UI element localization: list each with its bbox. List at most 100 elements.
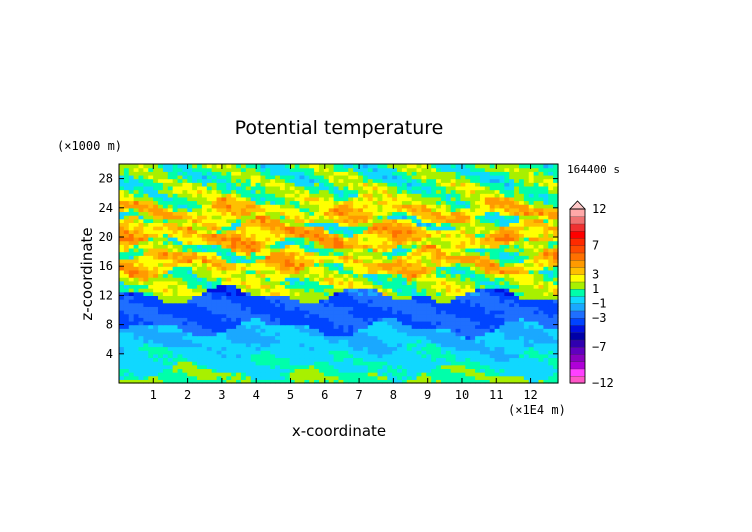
heatmap-cell [343, 357, 349, 362]
heatmap-cell [416, 291, 423, 296]
heatmap-cell [294, 237, 301, 242]
heatmap-cell [309, 200, 315, 205]
heatmap-cell [226, 218, 232, 223]
heatmap-cell [260, 185, 266, 191]
heatmap-cell [548, 226, 554, 231]
heatmap-cell [216, 346, 223, 351]
heatmap-cell [479, 229, 486, 234]
heatmap-cell [284, 361, 291, 366]
heatmap-cell [421, 251, 427, 256]
heatmap-cell [338, 237, 344, 242]
heatmap-cell [538, 364, 544, 369]
heatmap-cell [133, 306, 140, 311]
heatmap-cell [470, 295, 476, 300]
heatmap-cell [489, 375, 496, 380]
heatmap-cell [528, 207, 535, 213]
heatmap-cell [197, 255, 203, 260]
heatmap-cell [523, 211, 530, 216]
heatmap-cell [211, 226, 218, 231]
heatmap-cell [279, 364, 286, 369]
heatmap-cell [314, 255, 320, 260]
heatmap-cell [318, 211, 325, 216]
heatmap-cell [358, 313, 364, 318]
heatmap-cell [460, 229, 466, 234]
heatmap-cell [353, 320, 359, 326]
heatmap-cell [436, 262, 442, 267]
heatmap-cell [406, 247, 413, 253]
heatmap-cell [162, 211, 169, 216]
heatmap-cell [177, 320, 184, 326]
heatmap-cell [358, 291, 364, 296]
heatmap-cell [372, 320, 379, 326]
heatmap-cell [133, 372, 140, 377]
heatmap-cell [314, 182, 320, 187]
heatmap-cell [416, 229, 423, 234]
heatmap-cell [431, 226, 437, 231]
heatmap-cell [553, 288, 559, 293]
heatmap-cell [314, 185, 320, 191]
heatmap-cell [338, 364, 344, 369]
heatmap-cell [148, 262, 154, 267]
heatmap-cell [426, 350, 432, 355]
heatmap-cell [367, 335, 374, 340]
heatmap-cell [377, 317, 383, 322]
heatmap-cell [494, 277, 501, 282]
heatmap-cell [245, 284, 252, 289]
heatmap-cell [470, 182, 476, 187]
heatmap-cell [172, 266, 179, 271]
heatmap-cell [470, 233, 476, 238]
heatmap-cell [358, 295, 364, 300]
heatmap-cell [133, 229, 140, 234]
heatmap-cell [172, 196, 179, 202]
heatmap-cell [299, 226, 305, 231]
heatmap-cell [138, 346, 144, 351]
heatmap-cell [245, 258, 252, 264]
heatmap-cell [416, 357, 423, 362]
heatmap-cell [387, 295, 393, 300]
heatmap-cell [236, 353, 242, 359]
heatmap-cell [187, 204, 193, 209]
heatmap-cell [314, 331, 320, 337]
heatmap-cell [338, 324, 344, 329]
heatmap-cell [460, 258, 466, 264]
heatmap-cell [119, 229, 125, 234]
heatmap-cell [416, 193, 423, 198]
heatmap-cell [518, 193, 525, 198]
heatmap-cell [343, 320, 349, 326]
heatmap-cell [328, 211, 335, 216]
heatmap-cell [206, 185, 213, 191]
heatmap-cell [255, 379, 262, 384]
heatmap-cell [455, 291, 462, 296]
heatmap-cell [197, 251, 203, 256]
heatmap-cell [543, 226, 549, 231]
heatmap-cell [231, 361, 237, 366]
heatmap-cell [504, 335, 510, 340]
heatmap-cell [318, 302, 325, 307]
heatmap-cell [518, 222, 525, 227]
heatmap-cell [216, 284, 223, 289]
heatmap-cell [250, 277, 257, 282]
heatmap-cell [553, 207, 559, 213]
heatmap-cell [455, 193, 462, 198]
heatmap-cell [211, 342, 218, 348]
heatmap-cell [294, 331, 301, 337]
heatmap-cell [362, 288, 369, 293]
heatmap-cell [431, 313, 437, 318]
heatmap-cell [406, 200, 413, 205]
heatmap-cell [499, 255, 505, 260]
heatmap-cell [148, 339, 154, 344]
heatmap-cell [211, 284, 218, 289]
heatmap-cell [543, 277, 549, 282]
heatmap-cell [426, 364, 432, 369]
heatmap-cell [523, 226, 530, 231]
heatmap-cell [338, 229, 344, 234]
heatmap-cell [143, 335, 149, 340]
heatmap-cell [123, 379, 130, 384]
heatmap-cell [445, 364, 452, 369]
heatmap-cell [275, 215, 281, 220]
heatmap-cell [279, 233, 286, 238]
heatmap-cell [245, 364, 252, 369]
heatmap-cell [255, 182, 262, 187]
heatmap-cell [206, 200, 213, 205]
heatmap-cell [538, 200, 544, 205]
